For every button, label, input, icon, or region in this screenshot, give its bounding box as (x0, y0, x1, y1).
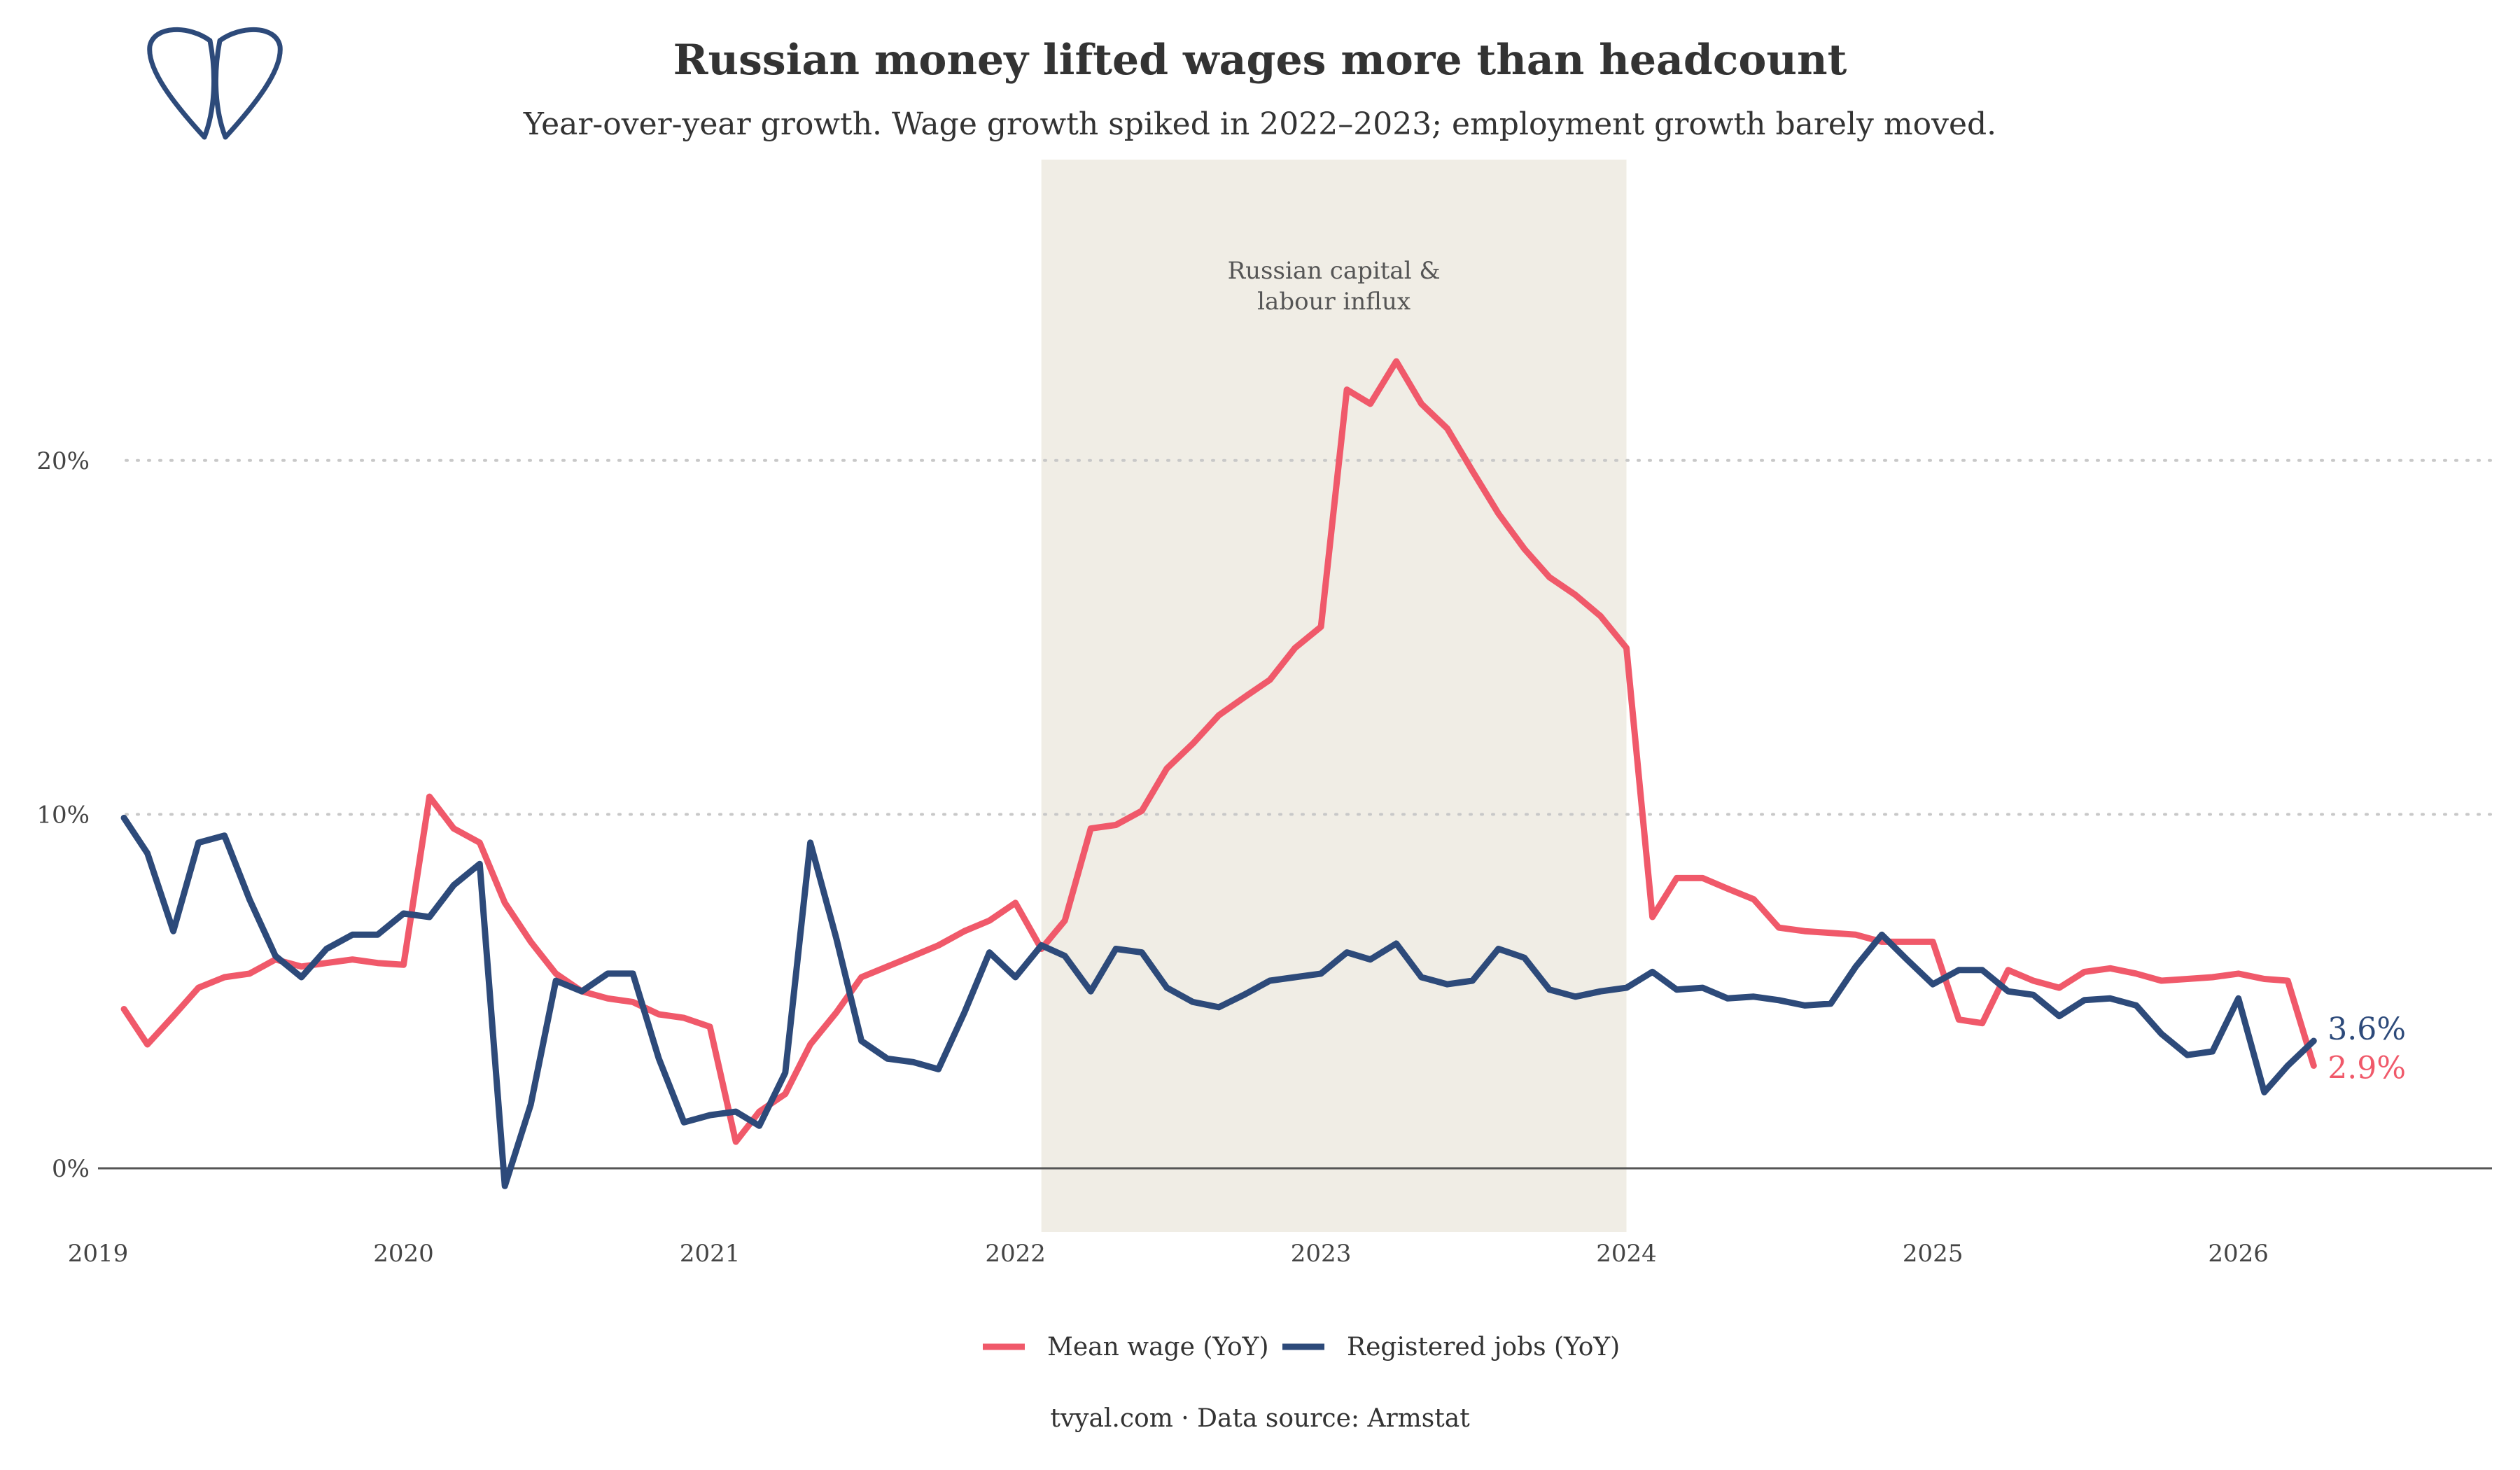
end-label-jobs: 3.6% (2328, 1011, 2406, 1047)
end-label-wage: 2.9% (2328, 1050, 2406, 1086)
x-axis-ticks: 2019 2020 2021 2022 2023 2024 2025 2026 (68, 1240, 2269, 1268)
end-labels: 2.9%3.6% (2328, 1011, 2406, 1086)
shaded-period-label-line-1: Russian capital & (1228, 257, 1441, 285)
series-lines (120, 358, 2317, 1189)
y-axis-ticks: 0% 10% 20% (36, 447, 90, 1183)
x-tick-label: 2026 (2208, 1240, 2269, 1268)
y-tick-label: 20% (36, 447, 90, 475)
legend-label-wage: Mean wage (YoY) (1047, 1333, 1269, 1362)
x-tick-label: 2022 (985, 1240, 1046, 1268)
y-tick-label: 10% (36, 801, 90, 829)
x-tick-label: 2020 (373, 1240, 434, 1268)
shaded-period-label-line-2: labour influx (1257, 288, 1410, 316)
series-line-jobs (120, 814, 2317, 1189)
x-tick-label: 2023 (1291, 1240, 1352, 1268)
grid-lines (125, 458, 2493, 816)
x-tick-label: 2025 (1903, 1240, 1963, 1268)
x-tick-label: 2019 (68, 1240, 129, 1268)
shaded-period (1041, 160, 1627, 1232)
y-tick-label: 0% (52, 1155, 90, 1183)
tvyal-logo-icon (147, 27, 283, 140)
x-tick-label: 2021 (680, 1240, 741, 1268)
chart-subtitle: Year-over-year growth. Wage growth spike… (523, 106, 1996, 142)
x-tick-label: 2024 (1596, 1240, 1657, 1268)
legend-label-jobs: Registered jobs (YoY) (1347, 1333, 1620, 1362)
chart-title: Russian money lifted wages more than hea… (673, 36, 1847, 85)
legend: Mean wage (YoY) Registered jobs (YoY) (983, 1333, 1620, 1362)
series-line-wage (120, 358, 2317, 1145)
caption: tvyal.com · Data source: Armstat (1050, 1404, 1470, 1433)
